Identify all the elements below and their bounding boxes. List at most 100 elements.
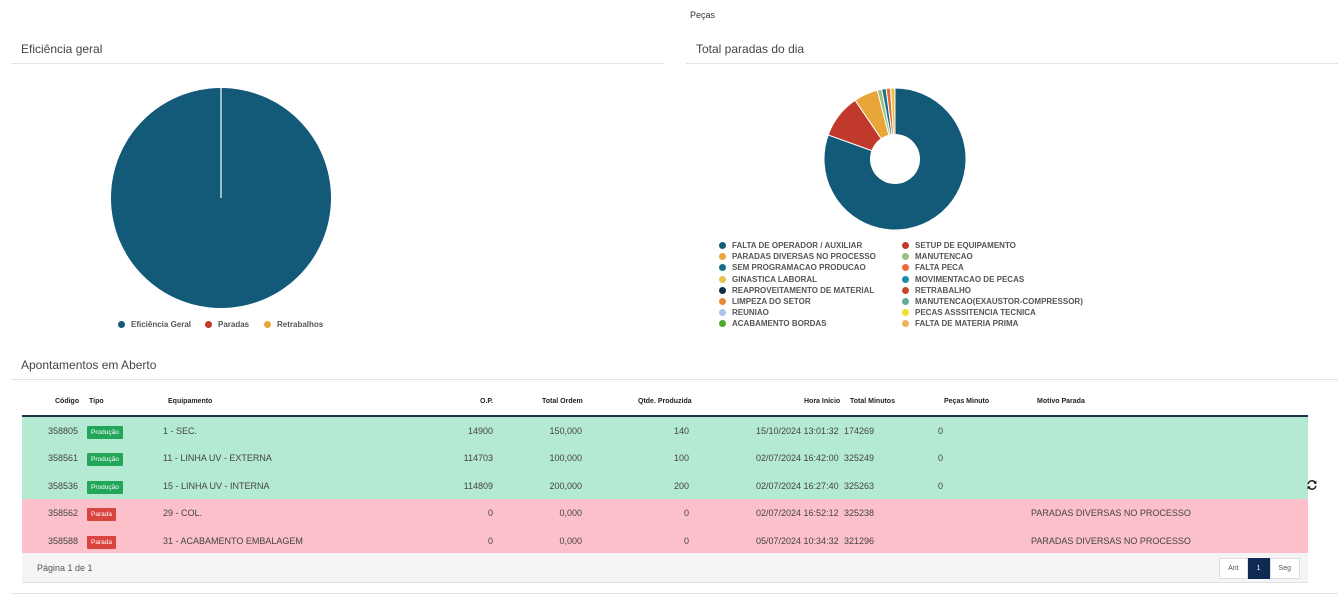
stops-panel-divider <box>686 63 1338 64</box>
cell-equipamento: 31 - ACABAMENTO EMBALAGEM <box>163 535 303 546</box>
status-badge: Produção <box>87 453 123 467</box>
legend-item[interactable]: FALTA DE MATERIA PRIMA <box>902 319 1018 328</box>
col-equipamento[interactable]: Equipamento <box>168 398 213 405</box>
cell-qtde-produzida: 140 <box>673 426 689 436</box>
legend-label: MANUTENCAO(EXAUSTOR-COMPRESSOR) <box>915 297 1083 306</box>
legend-item[interactable]: PARADAS DIVERSAS NO PROCESSO <box>719 252 876 261</box>
cell-op: 14900 <box>467 426 493 436</box>
cell-equipamento: 11 - LINHA UV - EXTERNA <box>163 453 272 464</box>
cell-total-minutos: 325263 <box>844 480 875 491</box>
legend-item[interactable]: SEM PROGRAMACAO PRODUCAO <box>719 263 866 272</box>
legend-color-dot <box>264 321 271 328</box>
legend-label: PARADAS DIVERSAS NO PROCESSO <box>732 252 876 262</box>
bottom-divider <box>11 593 1338 594</box>
table-row[interactable]: 358588 31 - ACABAMENTO EMBALAGEM 0 0,000 0 05… <box>22 526 1308 554</box>
cell-codigo: 358588 <box>48 535 79 546</box>
col-hora-inicio[interactable]: Hora Início <box>804 398 841 405</box>
cell-total-ordem: 150,000 <box>549 426 582 436</box>
status-badge: Parada <box>87 535 116 549</box>
legend-color-dot <box>719 298 726 305</box>
cell-codigo: 358805 <box>48 426 79 436</box>
col-tipo[interactable]: Tipo <box>89 398 104 405</box>
legend-label: PECAS ASSSITENCIA TECNICA <box>915 308 1036 318</box>
legend-item[interactable]: SETUP DE EQUIPAMENTO <box>902 241 1016 250</box>
legend-label: Eficiência Geral <box>131 320 192 329</box>
legend-item[interactable]: Eficiência Geral <box>118 320 191 329</box>
prev-page-button[interactable]: Ant <box>1219 558 1248 579</box>
col-pecas-minuto[interactable]: Peças Minuto <box>944 398 990 405</box>
legend-label: FALTA PECA <box>915 263 964 273</box>
legend-item[interactable]: Paradas <box>205 320 249 329</box>
legend-color-dot <box>902 275 909 283</box>
legend-item[interactable]: ACABAMENTO BORDAS <box>719 319 827 328</box>
legend-label: REAPROVEITAMENTO DE MATERIAL <box>732 285 875 295</box>
col-op[interactable]: O.P. <box>480 398 494 405</box>
next-page-button[interactable]: Seg <box>1269 558 1300 579</box>
legend-color-dot <box>902 242 909 249</box>
legend-item[interactable]: LIMPEZA DO SETOR <box>719 297 811 306</box>
cell-total-minutos: 325249 <box>844 453 875 464</box>
legend-color-dot <box>902 309 909 317</box>
col-total-minutos[interactable]: Total Minutos <box>850 398 895 405</box>
col-motivo-parada[interactable]: Motivo Parada <box>1037 398 1085 405</box>
legend-label: Paradas <box>218 320 250 329</box>
legend-item[interactable]: MANUTENCAO <box>902 252 973 261</box>
table-row[interactable]: 358562 29 - COL. 0 0,000 0 02/07/2024 16:52:1… <box>22 499 1308 527</box>
cell-motivo-parada: PARADAS DIVERSAS NO PROCESSO <box>1031 535 1191 546</box>
cell-pecas-minuto: 0 <box>938 480 944 491</box>
table-body: 358805 1 - SEC. 14900 150,000 140 15/10/2024 … <box>22 417 1308 554</box>
cell-total-ordem: 100,000 <box>549 453 582 464</box>
pagination: Ant 1 Seg <box>1219 558 1300 579</box>
legend-color-dot <box>719 309 726 317</box>
legend-item[interactable]: RETRABALHO <box>902 286 971 295</box>
legend-color-dot <box>902 253 909 261</box>
cell-total-minutos: 321296 <box>844 535 875 546</box>
cell-total-ordem: 200,000 <box>549 480 582 491</box>
cell-total-ordem: 0,000 <box>559 508 582 519</box>
cell-hora-inicio: 02/07/2024 16:42:00 <box>756 453 839 464</box>
legend-label: GINASTICA LABORAL <box>732 274 818 284</box>
legend-color-dot <box>902 264 909 272</box>
legend-label: REUNIAO <box>732 308 769 318</box>
legend-item[interactable]: REAPROVEITAMENTO DE MATERIAL <box>719 286 874 295</box>
legend-label: MOVIMENTACAO DE PECAS <box>915 274 1025 284</box>
cell-total-ordem: 0,000 <box>559 535 582 546</box>
open-entries-table: Código Tipo Equipamento O.P. Total Ordem… <box>22 389 1308 554</box>
cell-codigo: 358562 <box>48 508 79 519</box>
legend-label: FALTA DE MATERIA PRIMA <box>915 319 1019 329</box>
col-qtde-produzida[interactable]: Qtde. Produzida <box>638 398 692 405</box>
table-section-title: Apontamentos em Aberto <box>21 358 157 372</box>
status-badge: Parada <box>87 508 116 522</box>
legend-item[interactable]: FALTA PECA <box>902 263 964 272</box>
table-header: Código Tipo Equipamento O.P. Total Ordem… <box>22 389 1308 417</box>
legend-item[interactable]: PECAS ASSSITENCIA TECNICA <box>902 308 1036 317</box>
donut-hole <box>870 134 920 184</box>
table-row[interactable]: 358805 1 - SEC. 14900 150,000 140 15/10/2024 … <box>22 417 1308 445</box>
legend-item[interactable]: MANUTENCAO(EXAUSTOR-COMPRESSOR) <box>902 297 1083 306</box>
stops-donut-chart <box>823 87 967 231</box>
cell-codigo: 358536 <box>48 480 79 491</box>
page-info: Página 1 de 1 <box>37 563 93 573</box>
legend-item[interactable]: MOVIMENTACAO DE PECAS <box>902 275 1024 284</box>
legend-color-dot <box>719 275 726 283</box>
cell-op: 114809 <box>463 480 493 491</box>
cell-equipamento: 29 - COL. <box>163 508 203 519</box>
page-1-button[interactable]: 1 <box>1247 558 1270 579</box>
cell-qtde-produzida: 200 <box>673 480 689 491</box>
cell-hora-inicio: 05/07/2024 10:34:32 <box>756 535 839 546</box>
table-row[interactable]: 358536 15 - LINHA UV - INTERNA 114809 200,0… <box>22 471 1308 500</box>
legend-item[interactable]: Retrabalhos <box>264 320 323 329</box>
cell-hora-inicio: 15/10/2024 13:01:32 <box>756 426 839 436</box>
col-total-ordem[interactable]: Total Ordem <box>542 398 583 405</box>
legend-item[interactable]: GINASTICA LABORAL <box>719 275 817 284</box>
legend-item[interactable]: REUNIAO <box>719 308 769 317</box>
cell-hora-inicio: 02/07/2024 16:52:12 <box>756 508 839 519</box>
refresh-icon[interactable] <box>1306 479 1318 491</box>
cell-op: 0 <box>487 508 493 519</box>
stops-panel-title: Total paradas do dia <box>696 42 805 56</box>
legend-item[interactable]: FALTA DE OPERADOR / AUXILIAR <box>719 241 862 250</box>
table-footer: Página 1 de 1 Ant 1 Seg <box>22 553 1308 583</box>
table-row[interactable]: 358561 11 - LINHA UV - EXTERNA 114703 100,0… <box>22 444 1308 472</box>
cell-qtde-produzida: 0 <box>683 508 689 519</box>
col-codigo[interactable]: Código <box>55 398 80 405</box>
